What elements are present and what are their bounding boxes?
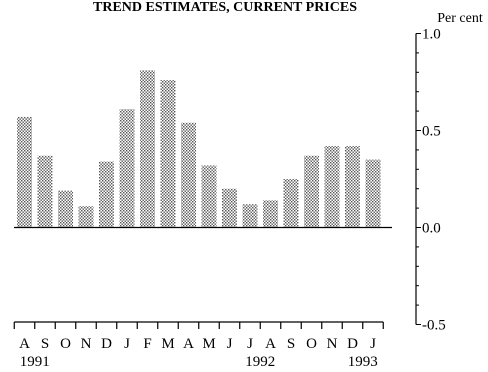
x-tick-label: A [183,336,194,352]
x-tick-label: M [161,336,174,352]
bar-0 [17,116,32,228]
y-tick-label: 0.0 [422,221,441,237]
year-labels-group: 1991 1992 1993 [20,354,378,370]
bar-16 [345,146,360,228]
x-tick-label: F [143,336,151,352]
bar-3 [78,206,94,228]
y-ticks-group: 1.0 0.5 0.0 -0.5 [422,27,446,334]
x-tick-label: J [227,336,233,352]
y-tick-label: -0.5 [422,318,446,334]
x-tick-label: A [19,336,30,352]
bar-12 [263,200,278,228]
x-tick-label: D [347,336,358,352]
x-tick-label: A [265,336,276,352]
x-tick-label: M [202,336,215,352]
bar-2 [58,190,73,228]
x-tick-label: J [370,336,376,352]
x-tick-label: N [327,336,338,352]
x-tick-label: J [124,336,130,352]
axes-group [13,33,421,329]
x-tick-label: O [60,336,71,352]
bar-17 [365,159,381,228]
y-tick-label: 0.5 [422,124,441,140]
y-tick-label: 1.0 [422,27,441,43]
x-tick-label: O [306,336,317,352]
bar-13 [283,179,299,228]
bar-6 [140,70,155,228]
bars-group [17,70,381,228]
x-tick-label: S [41,336,49,352]
bar-5 [119,109,135,228]
year-label: 1992 [245,354,275,370]
bar-14 [304,155,319,228]
bar-1 [37,155,53,228]
bar-11 [242,204,258,228]
year-label: 1993 [348,354,378,370]
y-axis-unit-label: Per cent [437,11,483,26]
bar-15 [324,146,340,228]
chart-title: TREND ESTIMATES, CURRENT PRICES [93,0,357,15]
year-label: 1991 [20,354,50,370]
x-tick-label: D [101,336,112,352]
bar-10 [222,188,237,228]
bar-8 [181,122,196,228]
bar-4 [99,161,114,228]
x-tick-label: N [81,336,92,352]
bar-9 [201,165,217,228]
bar-7 [160,80,176,228]
x-tick-label: J [247,336,253,352]
x-tick-label: S [287,336,295,352]
